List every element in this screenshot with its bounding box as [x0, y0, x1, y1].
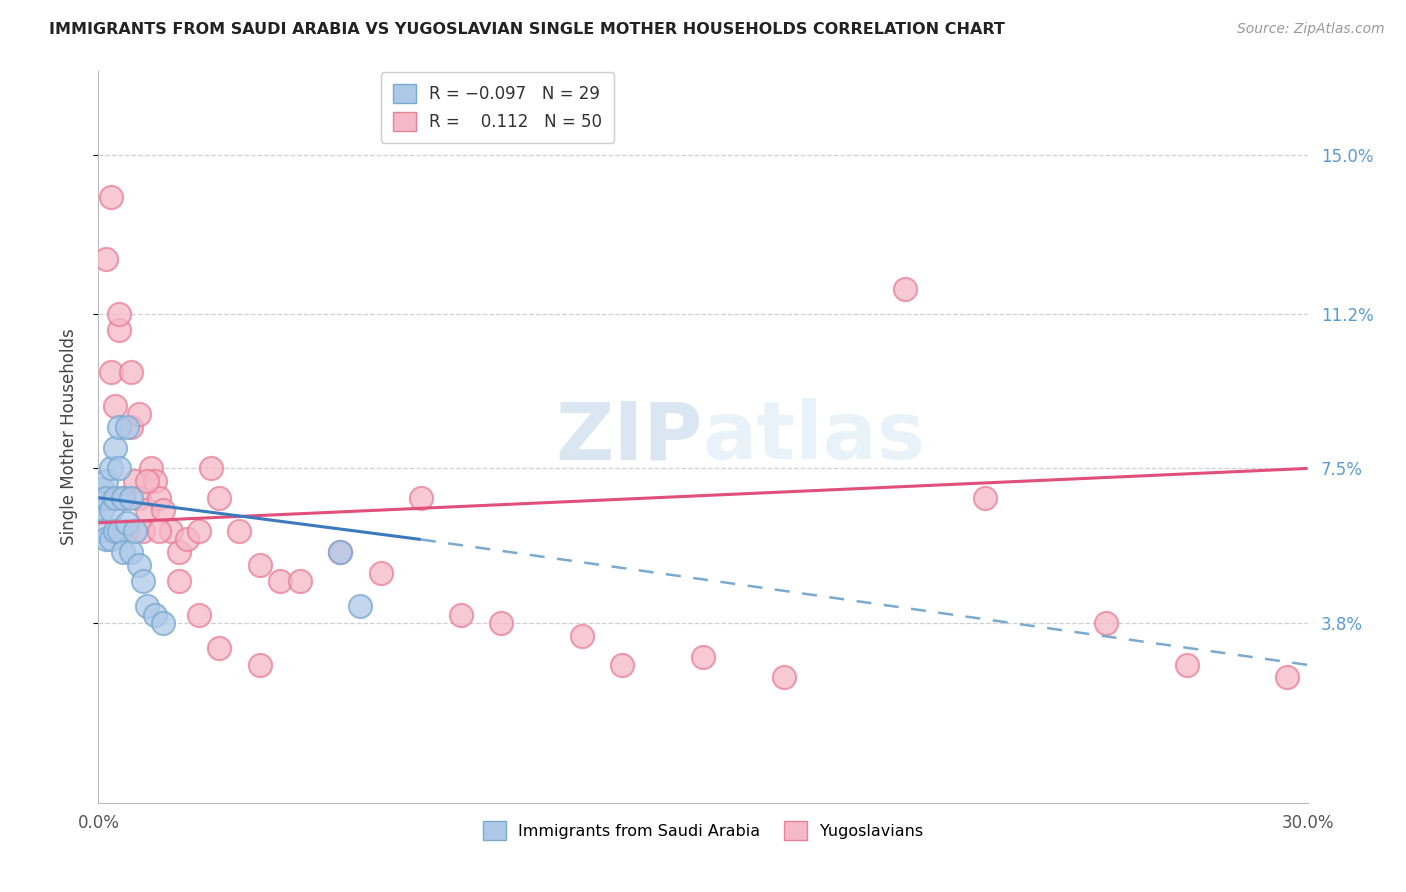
Point — [120, 545, 142, 559]
Point — [120, 419, 142, 434]
Point — [111, 491, 134, 505]
Point — [100, 533, 122, 547]
Point — [269, 574, 291, 589]
Point — [96, 474, 118, 488]
Point — [167, 545, 190, 559]
Text: IMMIGRANTS FROM SAUDI ARABIA VS YUGOSLAVIAN SINGLE MOTHER HOUSEHOLDS CORRELATION: IMMIGRANTS FROM SAUDI ARABIA VS YUGOSLAV… — [49, 22, 1005, 37]
Point — [91, 483, 114, 497]
Point — [128, 558, 150, 572]
Point — [1277, 670, 1299, 684]
Point — [249, 558, 271, 572]
Point — [349, 599, 371, 614]
Point — [103, 491, 125, 505]
Point — [96, 491, 118, 505]
Point — [571, 629, 593, 643]
Point — [128, 407, 150, 421]
Point — [1095, 616, 1118, 631]
Point — [772, 670, 794, 684]
Point — [148, 524, 170, 538]
Point — [115, 419, 138, 434]
Point — [1175, 657, 1198, 672]
Point — [139, 461, 162, 475]
Point — [288, 574, 311, 589]
Point — [124, 524, 146, 538]
Point — [96, 533, 118, 547]
Point — [115, 516, 138, 530]
Point — [208, 491, 231, 505]
Point — [128, 491, 150, 505]
Point — [409, 491, 432, 505]
Point — [107, 419, 129, 434]
Point — [152, 503, 174, 517]
Point — [188, 607, 211, 622]
Point — [96, 252, 118, 267]
Point — [249, 657, 271, 672]
Point — [208, 641, 231, 656]
Point — [148, 491, 170, 505]
Point — [135, 474, 157, 488]
Point — [160, 524, 183, 538]
Point — [692, 649, 714, 664]
Point — [100, 503, 122, 517]
Point — [107, 307, 129, 321]
Point — [228, 524, 250, 538]
Point — [450, 607, 472, 622]
Point — [135, 599, 157, 614]
Point — [100, 190, 122, 204]
Point — [132, 524, 155, 538]
Point — [132, 574, 155, 589]
Point — [100, 461, 122, 475]
Point — [200, 461, 222, 475]
Point — [91, 524, 114, 538]
Text: Source: ZipAtlas.com: Source: ZipAtlas.com — [1237, 22, 1385, 37]
Point — [329, 545, 352, 559]
Text: ZIP: ZIP — [555, 398, 703, 476]
Point — [103, 441, 125, 455]
Point — [370, 566, 392, 580]
Point — [91, 503, 114, 517]
Point — [152, 616, 174, 631]
Point — [143, 474, 166, 488]
Point — [491, 616, 513, 631]
Point — [111, 491, 134, 505]
Legend: Immigrants from Saudi Arabia, Yugoslavians: Immigrants from Saudi Arabia, Yugoslavia… — [477, 814, 929, 846]
Point — [120, 491, 142, 505]
Point — [612, 657, 634, 672]
Point — [103, 399, 125, 413]
Point — [107, 324, 129, 338]
Text: atlas: atlas — [703, 398, 927, 476]
Point — [107, 461, 129, 475]
Point — [143, 607, 166, 622]
Point — [103, 524, 125, 538]
Point — [124, 474, 146, 488]
Point — [188, 524, 211, 538]
Point — [115, 524, 138, 538]
Point — [111, 545, 134, 559]
Point — [176, 533, 198, 547]
Point — [120, 365, 142, 379]
Point — [107, 524, 129, 538]
Point — [135, 503, 157, 517]
Point — [167, 574, 190, 589]
Point — [893, 282, 915, 296]
Point — [974, 491, 997, 505]
Point — [329, 545, 352, 559]
Y-axis label: Single Mother Households: Single Mother Households — [59, 329, 77, 545]
Point — [91, 491, 114, 505]
Point — [100, 365, 122, 379]
